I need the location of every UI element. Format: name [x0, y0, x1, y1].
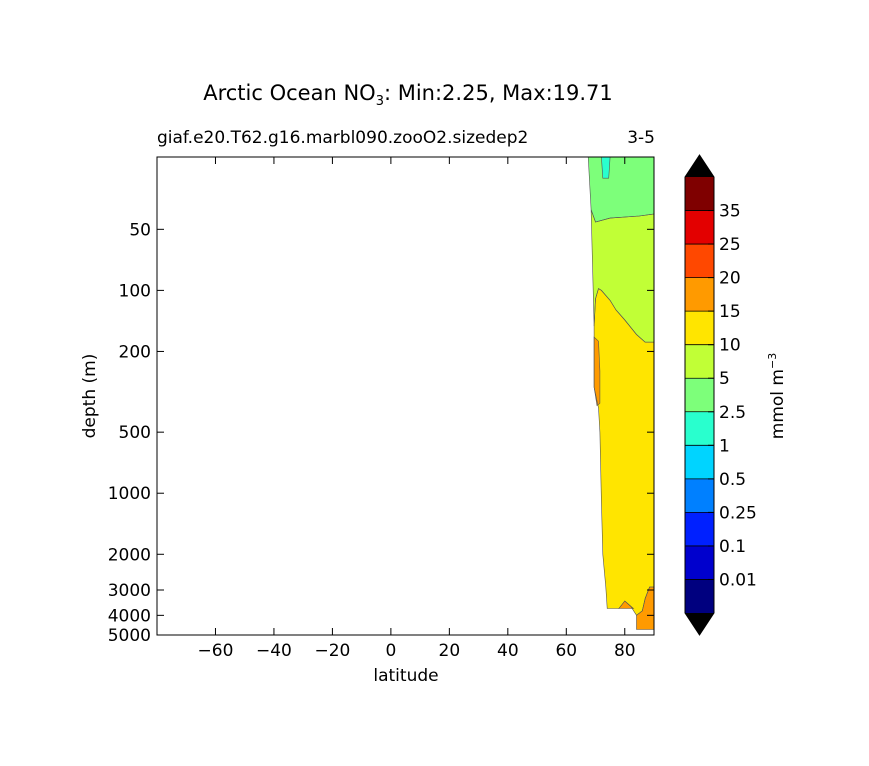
colorbar-tick-label: 15 — [719, 302, 741, 322]
y-tick-label: 100 — [119, 281, 151, 301]
y-axis-label: depth (m) — [80, 354, 100, 439]
colorbar-swatch — [685, 210, 714, 245]
x-tick-label: −40 — [256, 641, 292, 661]
colorbar-swatch — [685, 177, 714, 211]
colorbar-label: mmol m−3 — [766, 353, 788, 439]
colorbar-swatch — [685, 378, 714, 412]
plot-frame — [156, 156, 655, 636]
contour-region-3 — [594, 288, 654, 616]
colorbar-swatch — [685, 445, 714, 479]
colorbar-extend-max — [685, 155, 714, 177]
x-tick-label: −20 — [314, 641, 350, 661]
x-tick-label: 60 — [555, 641, 577, 661]
y-tick-label: 3000 — [108, 581, 151, 601]
colorbar-tick-label: 35 — [719, 202, 741, 222]
colorbar-tick-label: 20 — [719, 269, 741, 289]
colorbar-tick-label: 0.5 — [719, 470, 746, 490]
colorbar-extend-min — [685, 613, 714, 635]
y-tick-label: 2000 — [108, 545, 151, 565]
x-tick-label: −60 — [198, 641, 234, 661]
colorbar-swatch — [685, 545, 714, 580]
contour-region-0 — [588, 157, 654, 222]
y-tick-label: 500 — [119, 423, 151, 443]
colorbar-tick-label: 25 — [719, 235, 741, 255]
chart-subtitle-left: giaf.e20.T62.g16.marbl090.zooO2.sizedep2 — [157, 128, 528, 148]
x-tick-label: 20 — [439, 641, 461, 661]
colorbar-frame — [684, 154, 715, 636]
colorbar-swatch — [685, 579, 714, 613]
contour-region-2 — [591, 209, 654, 343]
colorbar-swatch — [685, 244, 714, 278]
y-tick-label: 1000 — [108, 484, 151, 504]
y-tick-label: 5000 — [108, 626, 151, 646]
colorbar-tick-label: 5 — [719, 369, 730, 389]
contour-line-6 — [636, 586, 655, 630]
contour-region-4 — [594, 337, 600, 406]
x-tick-label: 40 — [497, 641, 519, 661]
colorbar-tick-label: 0.01 — [719, 570, 757, 590]
contour-region-6 — [636, 587, 654, 630]
x-tick-label: 80 — [614, 641, 636, 661]
y-tick-label: 4000 — [108, 606, 151, 626]
contour-region-5 — [618, 601, 634, 609]
colorbar-tick-label: 10 — [719, 336, 741, 356]
x-tick-label: 0 — [385, 641, 396, 661]
colorbar-swatch — [685, 478, 714, 513]
colorbar-tick-label: 0.1 — [719, 537, 746, 557]
chart-title: Arctic Ocean NO3: Min:2.25, Max:19.71 — [203, 81, 613, 109]
contour-region-1 — [601, 157, 611, 179]
chart-subtitle-right: 3-5 — [627, 128, 655, 148]
contour-regions — [588, 157, 654, 630]
colorbar-swatch — [685, 277, 714, 312]
colorbar-swatch — [685, 344, 714, 379]
x-axis-label: latitude — [373, 666, 438, 686]
colorbar-swatch — [685, 512, 714, 546]
contour-line-5 — [618, 600, 635, 609]
colorbar-tick-label: 2.5 — [719, 403, 746, 423]
x-axis: −60 −40 −20 0 20 40 60 80 — [198, 157, 636, 661]
colorbar-tick-label: 1 — [719, 436, 730, 456]
y-tick-label: 200 — [119, 342, 151, 362]
y-tick-label: 50 — [129, 220, 151, 240]
colorbar-swatch — [685, 311, 714, 345]
contour-line-4 — [593, 336, 601, 407]
colorbar-swatch — [685, 411, 714, 446]
colorbar: 0.01 0.1 0.25 0.5 1 2.5 5 10 15 20 25 35 — [684, 154, 757, 636]
colorbar-tick-label: 0.25 — [719, 503, 757, 523]
